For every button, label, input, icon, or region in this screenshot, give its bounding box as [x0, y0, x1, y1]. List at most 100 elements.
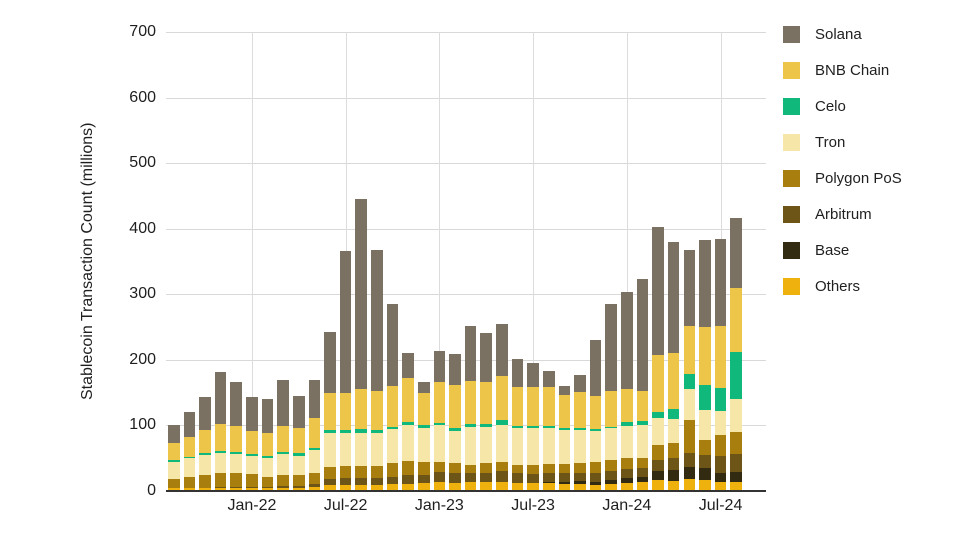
gridline-horizontal: [166, 228, 766, 230]
segment-tron: [496, 425, 508, 462]
segment-arbitrum: [542, 472, 555, 482]
segment-others: [433, 481, 446, 491]
legend-item-solana: Solana: [783, 26, 902, 43]
bar-Nov-21[interactable]: [214, 372, 227, 491]
segment-polygon-pos: [339, 466, 352, 478]
bar-May-24[interactable]: [683, 249, 696, 491]
segment-bnb-chain: [277, 425, 289, 452]
segment-others: [355, 485, 368, 491]
bar-Jan-24[interactable]: [621, 291, 633, 491]
segment-tron: [699, 409, 711, 440]
bar-Sep-22[interactable]: [371, 249, 383, 491]
segment-celo: [433, 422, 446, 426]
segment-tron: [511, 428, 524, 465]
x-tick-label: Jan-22: [227, 497, 277, 514]
segment-bnb-chain: [542, 386, 555, 427]
segment-arbitrum: [371, 477, 383, 486]
bar-Jun-22[interactable]: [324, 331, 336, 491]
bar-Apr-24[interactable]: [667, 241, 680, 491]
segment-polygon-pos: [433, 461, 446, 472]
segment-others: [371, 485, 383, 491]
bar-Jul-24[interactable]: [714, 239, 727, 491]
segment-celo: [511, 426, 524, 429]
gridline-horizontal: [166, 32, 766, 33]
segment-celo: [339, 430, 352, 434]
segment-bnb-chain: [246, 430, 258, 454]
segment-bnb-chain: [449, 385, 461, 429]
bar-Feb-24[interactable]: [636, 278, 649, 491]
segment-arbitrum: [183, 487, 196, 489]
segment-solana: [574, 375, 586, 393]
bar-Feb-22[interactable]: [261, 398, 274, 491]
segment-bnb-chain: [699, 327, 711, 386]
bar-Dec-23[interactable]: [605, 303, 617, 491]
segment-tron: [199, 454, 211, 475]
bar-Apr-23[interactable]: [480, 333, 493, 491]
segment-arbitrum: [246, 487, 258, 489]
bar-Aug-24[interactable]: [730, 217, 742, 491]
bar-Dec-22[interactable]: [417, 381, 430, 491]
segment-arbitrum: [386, 476, 399, 485]
bar-Apr-22[interactable]: [292, 396, 305, 491]
segment-polygon-pos: [449, 463, 461, 474]
bar-Mar-22[interactable]: [277, 380, 289, 491]
segment-polygon-pos: [183, 476, 196, 488]
segment-others: [230, 488, 243, 491]
bar-Jan-22[interactable]: [246, 396, 258, 491]
segment-solana: [371, 249, 383, 391]
bar-Sep-21[interactable]: [183, 412, 196, 491]
bar-Oct-22[interactable]: [386, 303, 399, 491]
legend-label: Celo: [815, 98, 846, 115]
x-tick-label: Jul-22: [323, 497, 368, 514]
segment-bnb-chain: [652, 355, 664, 413]
segment-bnb-chain: [261, 432, 274, 456]
segment-others: [589, 485, 602, 491]
segment-arbitrum: [699, 454, 711, 469]
bar-Sep-23[interactable]: [558, 385, 571, 491]
segment-tron: [168, 461, 180, 480]
segment-solana: [292, 396, 305, 429]
bar-Nov-23[interactable]: [589, 340, 602, 491]
y-tick-label: 300: [129, 285, 156, 303]
bar-Jan-23[interactable]: [433, 351, 446, 491]
gridline-vertical: [626, 32, 628, 491]
segment-solana: [433, 351, 446, 383]
segment-bnb-chain: [433, 382, 446, 423]
bar-Aug-22[interactable]: [355, 198, 368, 491]
segment-celo: [417, 425, 430, 429]
bar-Mar-24[interactable]: [652, 226, 664, 491]
segment-bnb-chain: [730, 288, 742, 353]
legend-label: BNB Chain: [815, 62, 890, 79]
segment-others: [558, 483, 571, 491]
segment-arbitrum: [464, 473, 477, 482]
segment-arbitrum: [714, 456, 727, 474]
segment-arbitrum: [730, 453, 742, 472]
bar-Oct-21[interactable]: [199, 397, 211, 491]
bar-Oct-23[interactable]: [574, 375, 586, 491]
segment-polygon-pos: [199, 474, 211, 488]
bar-Mar-23[interactable]: [464, 325, 477, 491]
bar-May-23[interactable]: [496, 323, 508, 491]
bar-Feb-23[interactable]: [449, 354, 461, 491]
bar-Dec-21[interactable]: [230, 381, 243, 491]
segment-solana: [636, 278, 649, 392]
bar-Jun-24[interactable]: [699, 239, 711, 491]
segment-polygon-pos: [402, 460, 414, 476]
segment-arbitrum: [511, 473, 524, 484]
segment-bnb-chain: [355, 389, 368, 430]
segment-bnb-chain: [574, 392, 586, 429]
legend: Solana BNB Chain Celo Tron Polygon PoS Arbitr…: [783, 26, 902, 314]
bar-Jul-23[interactable]: [527, 363, 539, 491]
legend-swatch-celo: [783, 98, 800, 115]
bar-Aug-21[interactable]: [168, 425, 180, 491]
segment-celo: [261, 455, 274, 458]
bar-May-22[interactable]: [308, 379, 321, 491]
segment-polygon-pos: [699, 439, 711, 455]
legend-item-others: Others: [783, 278, 902, 295]
bar-Nov-22[interactable]: [402, 353, 414, 491]
bar-Jun-23[interactable]: [511, 358, 524, 491]
segment-others: [464, 481, 477, 491]
segment-celo: [558, 428, 571, 431]
bar-Jul-22[interactable]: [339, 251, 352, 491]
bar-Aug-23[interactable]: [542, 371, 555, 491]
